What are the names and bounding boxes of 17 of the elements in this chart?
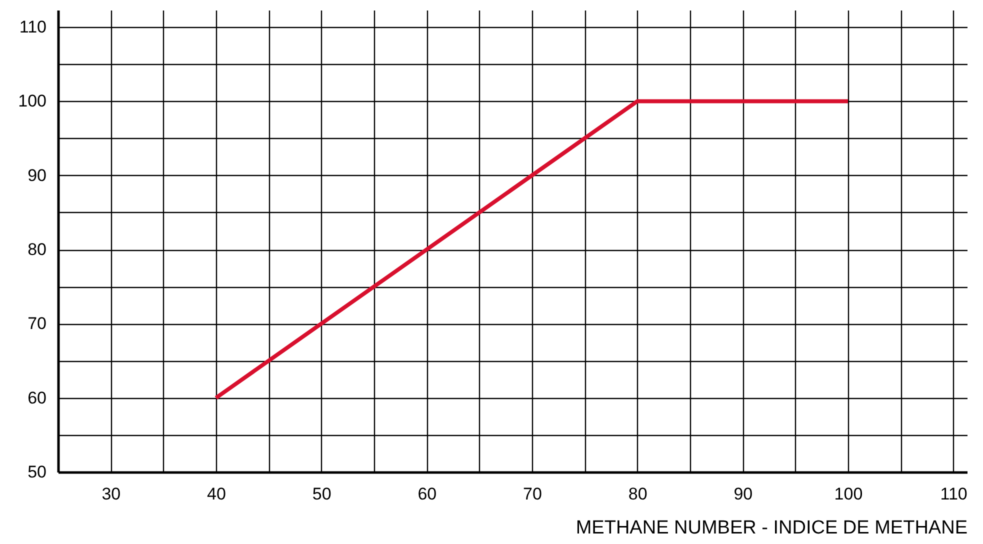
x-tick-label: 60: [418, 484, 437, 504]
x-tick-label: 80: [628, 484, 648, 504]
x-tick-label: 110: [940, 484, 968, 504]
x-tick-label: 70: [523, 484, 542, 504]
x-tick-label: 40: [207, 484, 226, 504]
y-tick-label: 110: [19, 18, 46, 37]
y-tick-label: 100: [18, 92, 46, 111]
y-tick-label: 80: [28, 240, 46, 260]
y-tick-label: 90: [28, 166, 46, 185]
y-tick-label: 60: [28, 388, 46, 408]
y-tick-label: 50: [28, 462, 46, 482]
x-tick-label: 30: [102, 484, 121, 504]
x-tick-label: 50: [312, 484, 332, 504]
x-tick-label: 90: [734, 484, 753, 504]
x-axis-title: METHANE NUMBER - INDICE DE METHANE: [576, 518, 968, 538]
y-tick-label: 70: [28, 314, 46, 334]
x-tick-label: 100: [834, 484, 863, 504]
